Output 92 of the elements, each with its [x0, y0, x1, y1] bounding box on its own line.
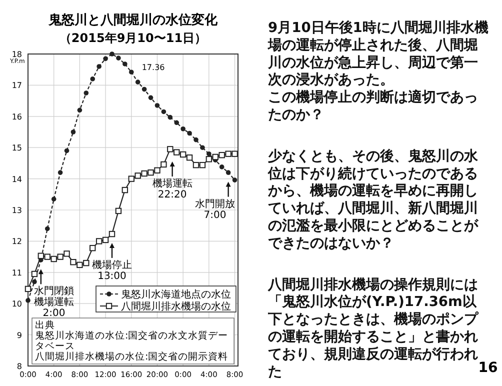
point — [200, 145, 205, 150]
point — [154, 103, 160, 108]
y-tick-label: 9 — [16, 330, 22, 340]
point — [174, 149, 180, 156]
point — [128, 176, 134, 182]
point — [58, 170, 63, 175]
y-tick-label: 12 — [12, 237, 22, 246]
point — [206, 156, 212, 162]
y-tick-label: 17 — [12, 81, 22, 90]
point — [77, 108, 82, 113]
legend-label: 八間堀川排水機場の水位 — [121, 300, 231, 312]
annotation: 出典 — [35, 319, 55, 331]
point — [57, 254, 64, 260]
point — [44, 254, 50, 260]
y-tick-label: 13 — [12, 206, 22, 215]
legend-label: 鬼怒川水海道地点の水位 — [121, 288, 231, 300]
y-tick-label: 11 — [12, 268, 22, 278]
point — [134, 172, 141, 179]
point — [148, 169, 154, 176]
point — [161, 109, 166, 114]
point — [180, 126, 186, 132]
text: 少なくとも、その後、鬼怒川の水位は下がり続けていったのであるから、機場の運転を早めに再開していれば、八間堀川、新八間堀川の氾濫を最小限にとどめることができたのはないか？ — [267, 148, 479, 252]
annotation: 機場停止13:00 — [92, 258, 132, 282]
annotation: 17.36 — [142, 62, 165, 72]
point — [108, 230, 116, 238]
point — [115, 208, 122, 214]
point — [70, 130, 76, 134]
text: 八間堀川排水機場の操作規則には「鬼怒川水位が(Y.P.)17.36m以下となったときは、機場のポンプの運転を開始すること」と書かれており、規則違反の運転が行われた — [267, 276, 479, 380]
text: 9月10日午後1時に八間堀川排水機場の運転が停止された後、八間堀川の水位が急上昇し、周辺で第一次の浸水があった。 — [267, 20, 488, 88]
point — [96, 238, 102, 244]
point — [141, 170, 148, 177]
point — [148, 95, 154, 100]
point — [38, 252, 44, 259]
point — [206, 151, 212, 156]
point — [219, 164, 224, 170]
point — [84, 90, 89, 96]
annotation: 水門開放7:00 — [195, 198, 235, 221]
point — [64, 250, 70, 257]
point — [70, 259, 76, 266]
y-tick-label: 10 — [12, 300, 22, 309]
point — [218, 152, 225, 158]
point — [225, 150, 232, 157]
point — [24, 286, 32, 292]
y-tick-label: 14 — [12, 174, 22, 184]
point — [194, 137, 198, 142]
point — [232, 150, 238, 157]
point — [64, 148, 70, 154]
point — [90, 244, 96, 252]
point — [232, 178, 238, 182]
point — [226, 170, 231, 175]
point — [51, 196, 56, 202]
point — [180, 151, 186, 158]
point — [116, 56, 121, 60]
y-tick-label: 8 — [16, 362, 22, 371]
text: 16 — [478, 360, 498, 376]
annotation: 水門閉鎖機場運転2:00 — [34, 285, 74, 320]
annotation: 機場運転22:20 — [152, 178, 192, 201]
point — [110, 52, 114, 56]
point — [160, 161, 167, 168]
point — [31, 270, 38, 278]
point — [83, 260, 90, 266]
point — [174, 120, 180, 126]
point — [187, 130, 192, 136]
point — [50, 256, 57, 262]
point — [44, 226, 50, 232]
point — [199, 162, 206, 168]
point — [142, 86, 147, 92]
point — [103, 56, 108, 62]
point — [122, 186, 128, 194]
annotation: 鬼怒川水海道の水位:国交省の水文水質データベース — [35, 330, 228, 352]
point — [76, 262, 83, 268]
point — [122, 62, 128, 66]
point — [192, 162, 200, 168]
point — [32, 279, 37, 284]
point — [186, 154, 193, 161]
point — [96, 64, 102, 69]
point — [154, 167, 160, 174]
annotation: 八間堀川排水機場の水位:国交省の開示資料 — [35, 350, 228, 362]
point — [135, 80, 140, 84]
y-tick-label: 15 — [12, 144, 22, 153]
text: この機場停止の判断は適切であったのか？ — [268, 88, 478, 123]
y-tick-label: 16 — [12, 112, 22, 122]
point — [212, 154, 218, 160]
point — [128, 70, 134, 74]
chart-title: 鬼怒川と八間堀川の水位変化 — [48, 12, 218, 28]
point — [90, 76, 96, 82]
point — [167, 146, 174, 152]
y-tick-label: 18 — [12, 50, 22, 59]
chart-subtitle: （2015年9月10〜11日） — [59, 31, 207, 45]
point — [168, 114, 173, 120]
point — [26, 298, 30, 303]
point — [102, 236, 109, 244]
